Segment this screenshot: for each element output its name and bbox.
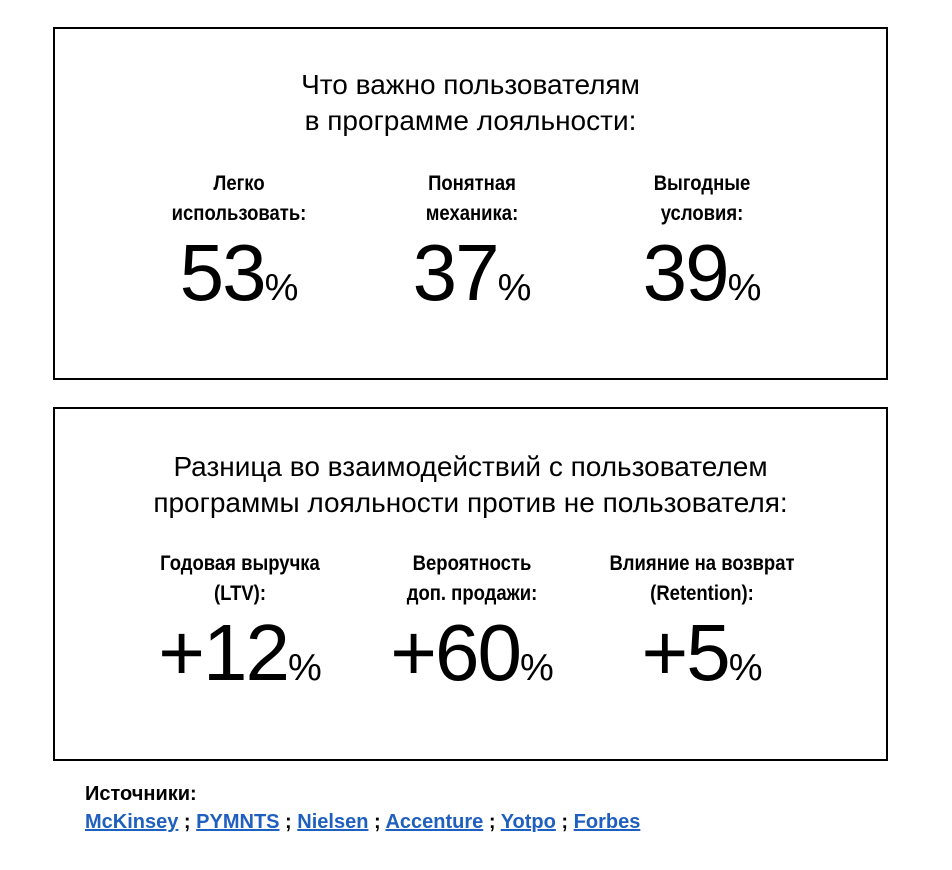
card-title-line: в программе лояльности:: [304, 105, 637, 136]
stat-number: +60: [390, 608, 522, 697]
stat-value: 39%: [582, 233, 822, 313]
stat-good-terms: Выгодные условия: 39%: [582, 169, 822, 313]
user-priorities-card: Что важно пользователям в программе лоял…: [53, 27, 888, 380]
stat-number: 53: [179, 228, 267, 317]
stat-extra-sale-probability: Вероятность доп. продажи: +60%: [352, 549, 592, 693]
stat-clear-mechanics: Понятная механика: 37%: [352, 169, 592, 313]
loyalty-difference-card: Разница во взаимодействий с пользователе…: [53, 407, 888, 761]
card-title: Разница во взаимодействий с пользователе…: [55, 449, 886, 521]
source-link-yotpo[interactable]: Yotpo: [500, 811, 556, 833]
stat-easy-to-use: Легко использовать: 53%: [119, 169, 359, 313]
stat-label: Легко использовать:: [133, 169, 344, 229]
source-link-nielsen[interactable]: Nielsen: [297, 811, 369, 833]
stat-unit: %: [497, 267, 532, 309]
stat-label: Вероятность доп. продажи:: [366, 549, 577, 609]
link-separator: ;: [555, 811, 574, 833]
link-separator: ;: [178, 811, 197, 833]
stat-label-line: Легко: [213, 172, 265, 195]
sources-links: McKinsey ; PYMNTS ; Nielsen ; Accenture …: [85, 808, 640, 836]
source-link-forbes[interactable]: Forbes: [573, 811, 641, 833]
stat-label-line: (LTV):: [213, 582, 267, 605]
stat-value: 37%: [352, 233, 592, 313]
stat-unit: %: [287, 647, 322, 689]
card-title: Что важно пользователям в программе лоял…: [55, 67, 886, 139]
sources-title: Источники:: [85, 783, 197, 805]
source-link-pymnts[interactable]: PYMNTS: [196, 811, 280, 833]
stat-label: Годовая выручка (LTV):: [134, 549, 345, 609]
stat-value: +5%: [582, 613, 822, 693]
stat-value: +12%: [120, 613, 360, 693]
stat-unit: %: [519, 647, 554, 689]
stat-label: Влияние на возврат (Retention):: [596, 549, 807, 609]
stat-label-line: условия:: [660, 202, 744, 225]
sources-block: Источники: McKinsey ; PYMNTS ; Nielsen ;…: [85, 780, 640, 836]
link-separator: ;: [368, 811, 386, 833]
source-link-mckinsey[interactable]: McKinsey: [85, 811, 179, 833]
card-title-line: программы лояльности против не пользоват…: [153, 487, 788, 518]
stat-number: +12: [158, 608, 290, 697]
stat-label-line: Выгодные: [653, 172, 751, 195]
stat-value: 53%: [119, 233, 359, 313]
link-separator: ;: [279, 811, 298, 833]
stat-number: 39: [642, 228, 730, 317]
stat-number: +5: [641, 608, 730, 697]
stat-unit: %: [728, 647, 763, 689]
stat-label-line: использовать:: [171, 202, 307, 225]
stat-value: +60%: [352, 613, 592, 693]
stat-unit: %: [727, 267, 762, 309]
stat-label: Выгодные условия:: [596, 169, 807, 229]
link-separator: ;: [483, 811, 501, 833]
stat-label-line: (Retention):: [650, 582, 754, 605]
stat-label: Понятная механика:: [366, 169, 577, 229]
stat-label-line: механика:: [425, 202, 519, 225]
stat-annual-revenue: Годовая выручка (LTV): +12%: [120, 549, 360, 693]
stat-label-line: Влияние на возврат: [609, 552, 795, 575]
stat-unit: %: [264, 267, 299, 309]
stat-number: 37: [412, 228, 500, 317]
card-title-line: Разница во взаимодействий с пользователе…: [173, 451, 768, 482]
stat-label-line: Понятная: [428, 172, 516, 195]
stat-label-line: Годовая выручка: [160, 552, 320, 575]
stat-retention: Влияние на возврат (Retention): +5%: [582, 549, 822, 693]
stat-label-line: доп. продажи:: [406, 582, 538, 605]
source-link-accenture[interactable]: Accenture: [385, 811, 484, 833]
stat-label-line: Вероятность: [412, 552, 532, 575]
card-title-line: Что важно пользователям: [301, 69, 640, 100]
